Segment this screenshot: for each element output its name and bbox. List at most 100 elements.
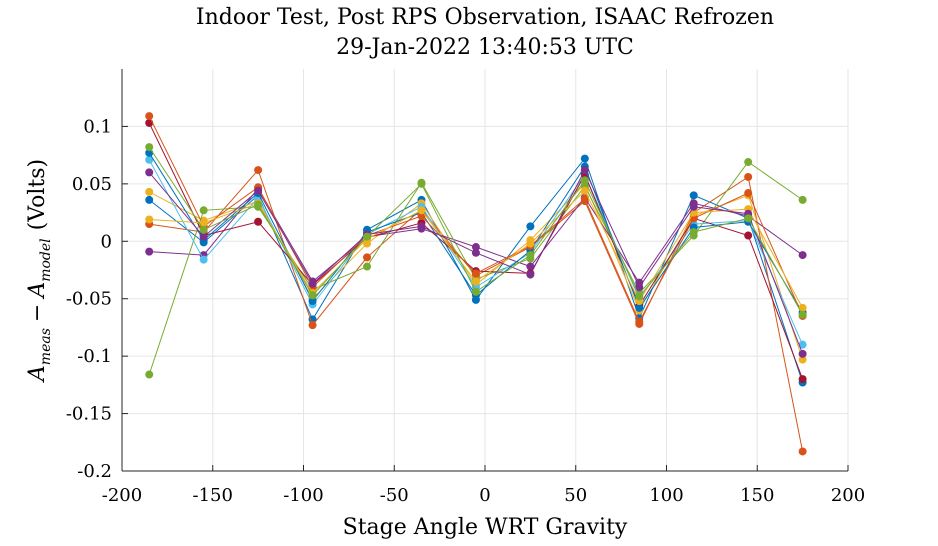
data-point [580, 186, 589, 195]
data-point [744, 189, 753, 198]
data-point [471, 277, 480, 286]
data-point [145, 247, 154, 256]
data-point [417, 222, 426, 231]
data-point [308, 291, 317, 300]
data-point [798, 195, 807, 204]
data-point [417, 212, 426, 221]
data-point [199, 206, 208, 215]
data-point [580, 194, 589, 203]
y-tick-label: 0.05 [72, 174, 112, 195]
data-point [798, 251, 807, 260]
data-point [199, 218, 208, 227]
data-point [526, 270, 535, 279]
data-point [145, 187, 154, 196]
x-axis-label: Stage Angle WRT Gravity [343, 515, 628, 540]
data-point [798, 310, 807, 319]
data-point [744, 214, 753, 223]
data-point [798, 375, 807, 384]
data-point [689, 228, 698, 237]
y-axis-label-sub1: meas [38, 328, 54, 365]
x-tick-label: 150 [740, 485, 774, 506]
ticks: -200 -150 -100 -50 0 50 100 150 200 -0.2 -0.15 -0.1… [66, 116, 865, 506]
data-point [308, 297, 317, 306]
series-2 [145, 166, 807, 456]
y-tick-label: -0.1 [77, 346, 112, 367]
data-point [744, 158, 753, 167]
data-point [254, 217, 263, 226]
data-point [526, 262, 535, 271]
data-point [471, 248, 480, 257]
data-point [798, 447, 807, 456]
x-tick-label: -150 [193, 485, 233, 506]
y-tick-label: -0.05 [66, 289, 112, 310]
data-point [635, 292, 644, 301]
y-axis-label-main-2: A [25, 282, 50, 300]
data-point [798, 303, 807, 312]
data-point [145, 370, 154, 379]
y-axis-label-units: (Volts) [25, 159, 50, 230]
data-point [689, 202, 698, 211]
x-tick-label: 200 [831, 485, 865, 506]
data-point [580, 176, 589, 185]
data-point [145, 155, 154, 164]
data-point [471, 287, 480, 296]
data-point [417, 179, 426, 188]
x-tick-label: -100 [283, 485, 323, 506]
y-tick-label: -0.15 [66, 404, 112, 425]
data-point [145, 143, 154, 152]
data-point [254, 186, 263, 195]
data-point [635, 283, 644, 292]
data-point [145, 118, 154, 127]
data-point [308, 315, 317, 324]
data-point [526, 251, 535, 260]
data-point [635, 303, 644, 312]
data-point [145, 215, 154, 224]
data-point [635, 317, 644, 326]
series-line [148, 168, 804, 354]
y-axis-label-minus: − [25, 304, 50, 322]
y-axis-label-sub2: model [38, 238, 54, 281]
data-point [363, 262, 372, 271]
data-point [363, 232, 372, 241]
x-tick-label: -200 [102, 485, 142, 506]
data-point [526, 222, 535, 231]
data-point [308, 279, 317, 288]
chart-title-line-2: 29-Jan-2022 13:40:53 UTC [336, 35, 634, 60]
data-point [254, 166, 263, 175]
data-point [526, 239, 535, 248]
data-point [798, 340, 807, 349]
data-point [798, 349, 807, 358]
data-point [145, 168, 154, 177]
y-axis-label-main: A [25, 365, 50, 383]
data-point [744, 231, 753, 240]
data-point [145, 195, 154, 204]
data-point [145, 112, 154, 121]
data-point [580, 154, 589, 163]
data-point [254, 200, 263, 209]
chart-title-line-1: Indoor Test, Post RPS Observation, ISAAC… [196, 5, 774, 30]
data-point [199, 232, 208, 241]
data-point [689, 191, 698, 200]
series-11 [145, 166, 807, 358]
data-point [471, 243, 480, 252]
y-tick-label: 0 [101, 231, 112, 252]
x-tick-label: -50 [380, 485, 409, 506]
grid [121, 69, 849, 472]
data-point [199, 225, 208, 234]
series-layer [145, 112, 807, 456]
data-point [199, 255, 208, 264]
y-axis-label: Ameas − Amodel (Volts) [25, 159, 54, 383]
y-tick-label: 0.1 [83, 116, 112, 137]
y-tick-label: -0.2 [77, 461, 112, 482]
series-12 [145, 143, 807, 319]
x-tick-label: 50 [564, 485, 587, 506]
data-point [417, 206, 426, 215]
data-point [471, 269, 480, 278]
data-point [744, 172, 753, 181]
x-tick-label: 100 [649, 485, 683, 506]
data-point [798, 355, 807, 364]
data-point [363, 253, 372, 262]
x-tick-label: 0 [479, 485, 490, 506]
data-point [308, 321, 317, 330]
